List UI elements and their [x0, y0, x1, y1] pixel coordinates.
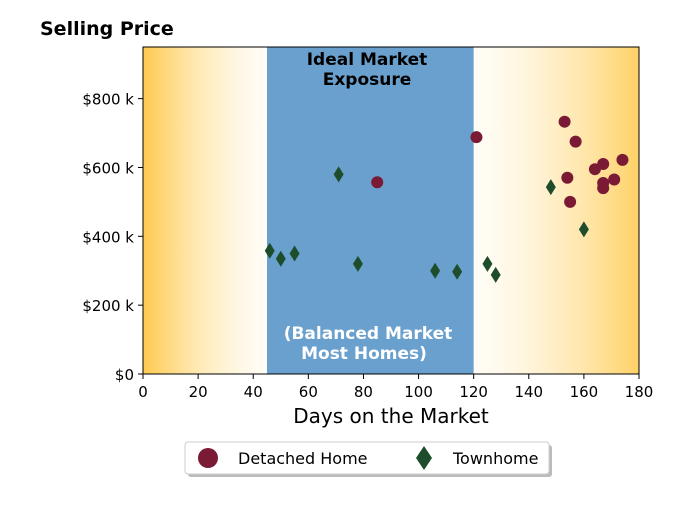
band-top-annotation-line1: Ideal Market [307, 50, 428, 70]
y-tick-label: $400 k [82, 228, 134, 246]
legend-box [184, 441, 550, 475]
legend-detached-label: Detached Home [238, 449, 368, 468]
plot-area [143, 47, 639, 374]
townhome-point [289, 245, 300, 262]
townhome-point [452, 263, 463, 280]
detached-home-point [371, 176, 384, 189]
townhome-point [352, 255, 363, 272]
legend-townhome-label: Townhome [452, 449, 538, 468]
y-tick-label: $600 k [82, 159, 134, 177]
x-tick-label: 60 [299, 383, 318, 401]
legend-detached-marker [198, 448, 218, 468]
x-tick-label: 0 [138, 383, 148, 401]
chart-title: Selling Price [40, 18, 174, 40]
y-tick-label: $0 [115, 366, 134, 384]
plot-frame [142, 46, 640, 375]
band-bottom-annotation-line2: Most Homes) [301, 344, 427, 364]
right-gradient-region [473, 47, 639, 374]
x-axis-label: Days on the Market [293, 404, 489, 428]
x-tick-label: 140 [514, 383, 543, 401]
detached-home-point [597, 182, 610, 195]
townhome-point [430, 262, 441, 279]
x-tick-label: 180 [625, 383, 654, 401]
band-top-annotation-line2: Exposure [323, 70, 412, 90]
detached-home-point [470, 131, 483, 144]
townhome-point [482, 255, 493, 272]
detached-home-point [561, 171, 574, 184]
detached-home-point [569, 135, 582, 148]
townhome-point [333, 166, 344, 183]
x-tick-label: 20 [189, 383, 208, 401]
x-tick-label: 80 [354, 383, 373, 401]
townhome-point [275, 250, 286, 267]
band-bottom-annotation-line1: (Balanced Market [284, 324, 453, 344]
townhome-point [264, 242, 275, 259]
x-tick-label: 40 [244, 383, 263, 401]
detached-home-point [608, 173, 621, 186]
townhome-point [545, 179, 556, 196]
left-gradient-region [143, 47, 267, 374]
townhome-point [578, 221, 589, 238]
y-tick-label: $800 k [82, 91, 134, 109]
ideal-exposure-band [267, 47, 474, 374]
x-tick-label: 100 [404, 383, 433, 401]
detached-home-point [558, 115, 571, 128]
legend-townhome-marker [416, 446, 432, 470]
townhome-point [490, 266, 501, 283]
y-tick-label: $200 k [82, 297, 134, 315]
x-tick-label: 160 [570, 383, 599, 401]
detached-home-point [597, 158, 610, 171]
data-markers [264, 115, 629, 283]
detached-home-point [616, 153, 629, 166]
legend: Detached Home Townhome [184, 441, 552, 477]
x-tick-label: 120 [459, 383, 488, 401]
detached-home-point [564, 195, 577, 208]
x-axis: 0 20 40 60 80 100 120 140 160 180 [138, 374, 653, 401]
y-axis: $0 $200 k $400 k $600 k $800 k [82, 91, 143, 384]
